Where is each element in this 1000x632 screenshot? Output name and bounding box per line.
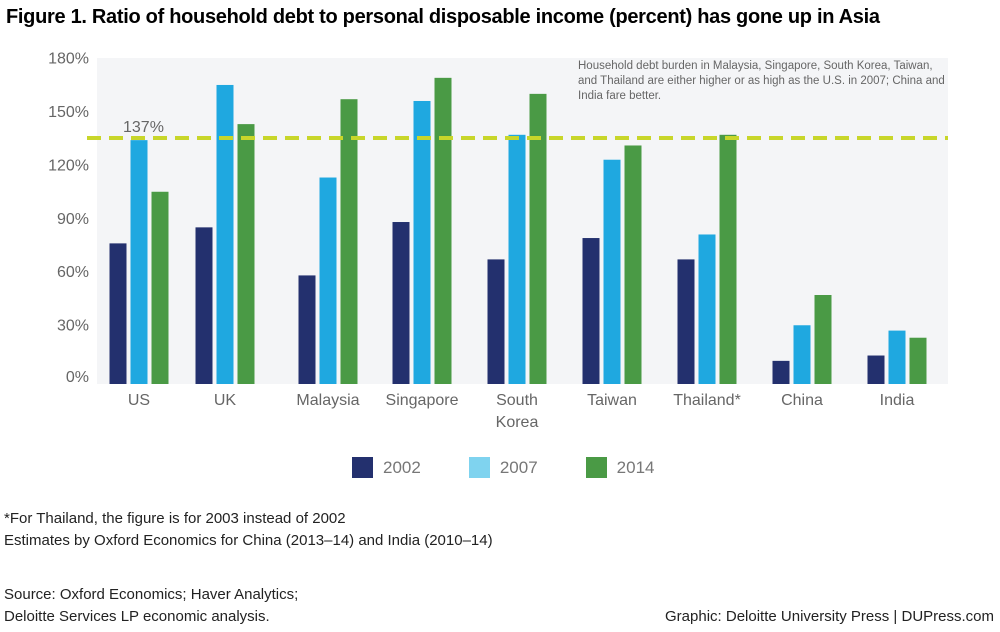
y-tick-label: 0% [66,369,89,386]
bar-south-korea-2014 [529,93,547,385]
bar-thailand-2014 [719,134,737,384]
source-line-1: Source: Oxford Economics; Haver Analytic… [4,586,299,603]
bar-singapore-2007 [413,100,431,384]
x-tick-label: South Korea [496,392,539,431]
bar-us-2014 [151,191,169,384]
bar-thailand-2002 [677,259,695,384]
bar-thailand-2007 [698,234,716,384]
bar-china-2014 [814,295,832,384]
legend-label: 2002 [383,457,421,477]
bar-singapore-2014 [434,77,452,384]
bar-india-2014 [909,337,927,384]
bar-south-korea-2002 [487,259,505,384]
x-tick-label: China [781,392,823,409]
bar-us-2007 [130,140,148,384]
bars [109,77,927,385]
y-tick-label: 120% [48,157,89,174]
legend-swatch-2002 [352,457,373,478]
bar-malaysia-2007 [319,177,337,384]
x-tick-label: Singapore [386,392,459,409]
figure-title: Figure 1. Ratio of household debt to per… [6,6,880,28]
legend-label: 2007 [499,457,538,477]
legend-label: 2014 [616,457,655,477]
legend-item-2007: 2007 [468,457,538,478]
legend-swatch-2014 [585,457,607,478]
source-line-2: Deloitte Services LP economic analysis. [4,608,270,625]
bar-india-2002 [867,355,885,384]
bar-taiwan-2007 [603,159,621,384]
legend-swatch-2007 [468,457,490,478]
bar-taiwan-2014 [624,145,642,384]
y-tick-label: 30% [57,318,89,335]
x-tick-label: US [128,392,150,409]
footnote-estimates: Estimates by Oxford Economics for China … [4,532,493,549]
x-tick-label: India [880,392,915,409]
bar-india-2007 [888,330,906,384]
reference-line-label: 137% [123,119,164,136]
x-tick-label: Taiwan [587,392,637,409]
footnote-thailand: *For Thailand, the figure is for 2003 in… [4,510,346,527]
legend-item-2014: 2014 [585,457,655,478]
bar-china-2007 [793,325,811,384]
x-tick-label: UK [214,392,237,409]
bar-uk-2014 [237,124,255,385]
y-tick-label: 150% [48,104,89,121]
x-tick-label: Malaysia [296,392,359,409]
bar-malaysia-2014 [340,99,358,384]
bar-uk-2007 [216,84,234,385]
y-tick-label: 90% [57,211,89,228]
bar-us-2002 [109,243,127,384]
graphic-credit: Graphic: Deloitte University Press | DUP… [665,608,994,625]
x-tick-label: Thailand* [673,392,741,409]
bar-taiwan-2002 [582,238,600,384]
bar-uk-2002 [195,227,213,384]
bar-malaysia-2002 [298,275,316,384]
y-axis: 0% 30% 60% 90% 120% 150% 180% [48,51,89,386]
y-tick-label: 180% [48,51,89,68]
bar-china-2002 [772,360,790,384]
legend: 2002 2007 2014 [352,457,702,478]
legend-item-2002: 2002 [352,457,421,478]
y-tick-label: 60% [57,264,89,281]
x-axis: US UK Malaysia Singapore South Korea Taiwan Tha… [128,392,915,431]
chart-annotation: Household debt burden in Malaysia, Singa… [578,60,945,102]
bar-singapore-2002 [392,222,410,384]
bar-south-korea-2007 [508,134,526,384]
